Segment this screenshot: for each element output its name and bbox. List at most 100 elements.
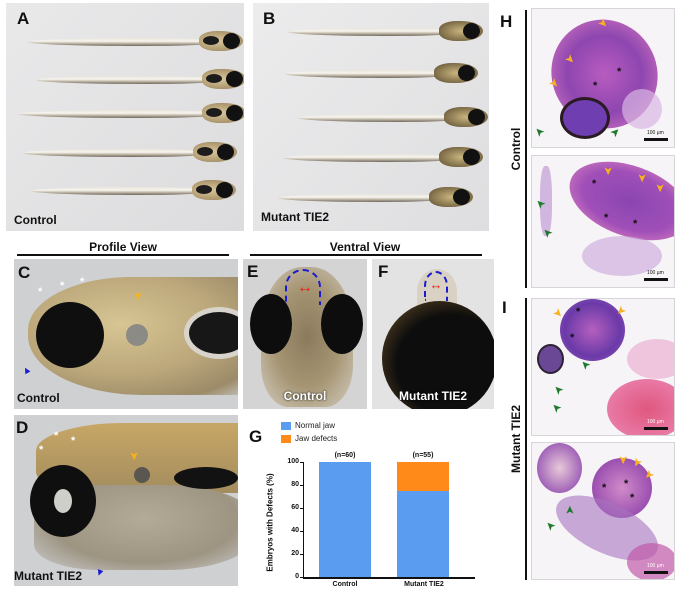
white-asterisk: * — [54, 430, 59, 442]
panel-e-control-ventral: ↔ E Control — [243, 259, 367, 409]
blue-arrowhead-icon: ▲ — [93, 565, 107, 580]
muscle-tissue — [560, 299, 625, 361]
legend-swatch-defects — [281, 435, 291, 443]
panel-label-a: A — [17, 9, 30, 28]
ventral-view-rule — [250, 254, 482, 256]
y-tickmark — [300, 485, 303, 486]
black-asterisk: * — [570, 332, 575, 344]
green-arrow-icon: ➤ — [543, 518, 558, 533]
green-arrow-icon: ➤ — [549, 400, 564, 415]
histology-i-top: * * ➤ ➤ ➤ ➤ ➤ 100 µm — [531, 298, 675, 436]
panel-label-d: D — [16, 418, 29, 437]
tissue — [622, 89, 662, 129]
green-arrow-icon: ➤ — [565, 505, 577, 515]
tissue — [627, 543, 674, 579]
panel-label-f: F — [378, 262, 389, 281]
swim-bladder — [184, 307, 238, 359]
x-axis-line — [303, 577, 475, 579]
black-asterisk: * — [630, 492, 635, 504]
green-arrow-icon: ➤ — [532, 124, 547, 139]
panel-b-mutant-larvae: B Mutant TIE2 — [253, 3, 489, 231]
black-asterisk: * — [576, 306, 581, 318]
profile-view-rule — [17, 254, 229, 256]
panel-d-mutant-profile: D * * * ➤ ▲ Mutant TIE2 — [14, 415, 238, 586]
y-tick-60: 60 — [291, 504, 299, 511]
h-side-label: Control — [509, 127, 523, 171]
black-asterisk: * — [604, 212, 609, 224]
green-arrow-icon: ➤ — [551, 382, 566, 397]
h-group-rule — [525, 10, 527, 288]
profile-view-title: Profile View — [89, 240, 157, 254]
orange-arrow-icon: ➤ — [654, 183, 666, 193]
y-axis-label: Embryos with Defects (%) — [265, 473, 275, 572]
black-asterisk: * — [633, 218, 638, 230]
white-asterisk: * — [80, 276, 85, 288]
larva — [283, 147, 483, 167]
larva — [36, 69, 244, 89]
i-side-label: Mutant TIE2 — [509, 405, 523, 473]
swim-bladder — [174, 467, 238, 489]
panel-c-caption: Control — [17, 391, 60, 405]
ventral-view-title: Ventral View — [329, 240, 401, 254]
y-tick-100: 100 — [287, 458, 299, 465]
y-tickmark — [300, 531, 303, 532]
right-eye — [321, 294, 363, 354]
black-asterisk: * — [593, 80, 598, 92]
bar-mutant-defects — [397, 462, 449, 491]
orange-arrow-icon: ➤ — [132, 291, 144, 301]
histology-i-bottom: * * * ➤ ➤ ➤ ➤ ➤ 100 µm — [531, 442, 675, 580]
panel-label-h: H — [500, 12, 513, 31]
black-asterisk: * — [602, 482, 607, 494]
y-tickmark — [300, 554, 303, 555]
panel-label-g: G — [249, 427, 263, 446]
white-asterisk: * — [71, 435, 76, 447]
y-axis-line — [303, 462, 304, 578]
n-label-control: (n=60) — [334, 452, 356, 459]
y-tick-20: 20 — [291, 550, 299, 557]
cartilage-ring — [560, 97, 610, 139]
bar-control-normal — [319, 462, 371, 577]
larva — [288, 21, 483, 41]
scale-bar — [644, 138, 668, 141]
tissue — [540, 166, 552, 236]
scale-bar — [644, 278, 668, 281]
panel-b-caption: Mutant TIE2 — [261, 210, 329, 224]
bar-mutant-normal — [397, 491, 449, 577]
panel-f-mutant-ventral: ↔ F Mutant TIE2 — [372, 259, 494, 409]
scale-bar — [644, 571, 668, 574]
y-tickmark — [300, 462, 303, 463]
histology-h-top: * * ➤ ➤ ➤ ➤ ➤ 100 µm — [531, 8, 675, 148]
y-tick-0: 0 — [295, 573, 299, 580]
scale-bar-label: 100 µm — [647, 270, 664, 276]
orange-arrow-icon: ➤ — [128, 451, 140, 461]
panel-label-c: C — [18, 263, 31, 282]
white-asterisk: * — [38, 286, 43, 298]
n-label-mutant: (n=55) — [412, 452, 434, 459]
x-label-mutant: Mutant TIE2 — [404, 581, 444, 588]
eye-lens — [54, 489, 72, 513]
green-arrow-icon: ➤ — [608, 125, 623, 140]
y-tick-80: 80 — [291, 481, 299, 488]
red-double-arrow-icon: ↔ — [297, 279, 313, 296]
cartilage — [582, 236, 662, 276]
panel-a-control-larvae: A Control — [6, 3, 244, 231]
panel-label-b: B — [263, 9, 276, 28]
x-label-control: Control — [332, 581, 358, 588]
panel-d-caption: Mutant TIE2 — [14, 569, 82, 583]
scale-bar — [644, 427, 668, 430]
otic-vesicle — [126, 324, 148, 346]
tissue — [537, 443, 582, 493]
panel-c-control-profile: C * * * ➤ ▲ Control — [14, 259, 238, 409]
black-asterisk: * — [617, 66, 622, 78]
red-double-arrow-icon: ↔ — [429, 277, 443, 292]
white-asterisk: * — [39, 444, 44, 456]
scale-bar-label: 100 µm — [647, 130, 664, 136]
larva — [278, 187, 473, 207]
panel-g-jaw-defect-chart: G Normal jaw Jaw defects Embryos with De… — [243, 415, 479, 591]
y-tick-40: 40 — [291, 527, 299, 534]
panel-label-i: I — [502, 298, 507, 317]
larva — [18, 103, 244, 123]
legend-swatch-normal — [281, 422, 291, 430]
jaw-outline — [285, 269, 321, 305]
eye — [36, 302, 104, 368]
